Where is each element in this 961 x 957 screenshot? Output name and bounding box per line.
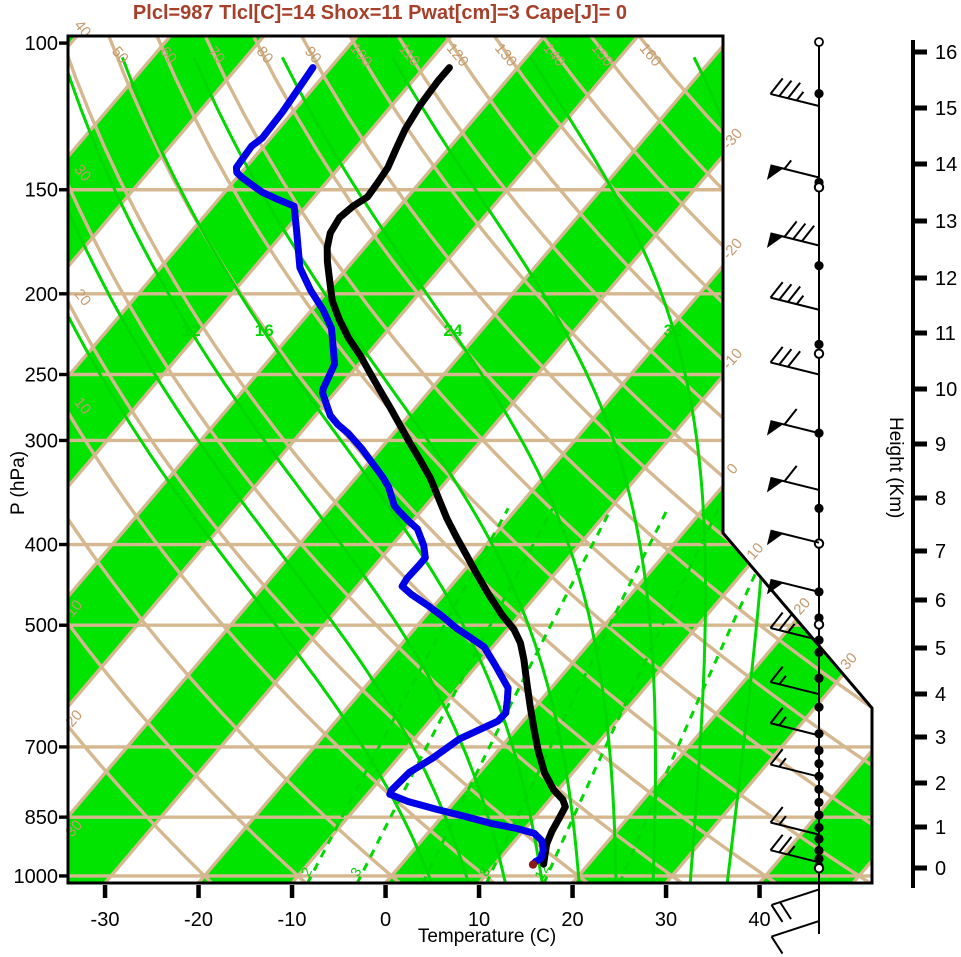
svg-text:0: 0 [935,858,946,880]
temperature-profile [323,64,569,868]
svg-text:5: 5 [935,638,946,660]
svg-text:24: 24 [444,321,463,340]
svg-text:-20: -20 [59,707,86,735]
svg-text:9: 9 [935,434,946,456]
svg-text:20: 20 [71,286,95,310]
svg-text:160: 160 [636,40,665,70]
svg-text:250: 250 [25,365,58,387]
svg-text:10: 10 [935,379,957,401]
svg-text:2: 2 [935,773,946,795]
surface-marker [528,860,538,869]
svg-text:16: 16 [935,42,957,64]
svg-text:30: 30 [655,909,677,931]
dewpoint-profile [232,64,547,869]
svg-text:11: 11 [935,323,956,345]
svg-text:300: 300 [25,430,58,452]
svg-text:20: 20 [561,909,583,931]
svg-text:4: 4 [935,684,946,706]
svg-text:150: 150 [25,180,58,202]
svg-text:32: 32 [664,321,683,340]
svg-text:400: 400 [25,535,58,557]
temperature-axis-title: Temperature (C) [417,926,557,947]
svg-text:500: 500 [25,615,58,637]
svg-text:7: 7 [935,541,946,563]
svg-text:100: 100 [25,33,58,55]
axis-ticks-and-labels [59,40,927,898]
svg-text:1: 1 [935,817,946,839]
chart-title: Plcl=987 Tlcl[C]=14 Shox=11 Pwat[cm]=3 C… [132,2,628,24]
svg-text:700: 700 [25,737,58,759]
height-axis-title: Height (Km) [885,417,906,519]
svg-text:3: 3 [935,727,946,749]
svg-text:0: 0 [723,460,741,477]
svg-text:6: 6 [935,590,946,612]
wind-barb-column [766,37,825,955]
svg-text:-20: -20 [184,909,213,931]
svg-text:90: 90 [301,43,325,67]
svg-text:16: 16 [255,321,274,340]
svg-text:-30: -30 [91,909,120,931]
svg-text:40: 40 [748,909,770,931]
svg-text:1000: 1000 [14,866,59,888]
svg-text:12: 12 [935,268,957,290]
svg-text:14: 14 [935,154,957,176]
svg-text:850: 850 [25,807,58,829]
svg-text:200: 200 [25,284,58,306]
svg-text:8: 8 [935,488,946,510]
plot-border [66,34,874,885]
mixing-ratio-lines [305,507,788,883]
svg-text:0: 0 [380,909,391,931]
svg-text:13: 13 [935,211,957,233]
svg-text:-10: -10 [278,909,307,931]
isotherm-stripes [68,36,872,883]
svg-text:15: 15 [935,98,957,120]
svg-text:12: 12 [182,321,201,340]
svg-text:10: 10 [468,909,490,931]
